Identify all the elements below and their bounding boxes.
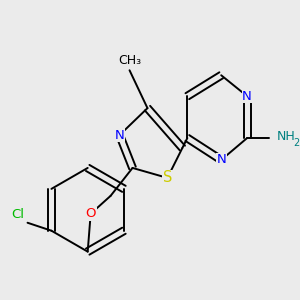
Text: CH₃: CH₃ <box>118 54 141 67</box>
Text: N: N <box>242 90 252 103</box>
Text: N: N <box>115 129 124 142</box>
Text: 2: 2 <box>293 138 299 148</box>
Text: NH: NH <box>277 130 296 142</box>
Text: O: O <box>85 207 96 220</box>
Text: N: N <box>216 154 226 166</box>
Text: Cl: Cl <box>11 208 24 221</box>
Text: S: S <box>163 170 172 185</box>
